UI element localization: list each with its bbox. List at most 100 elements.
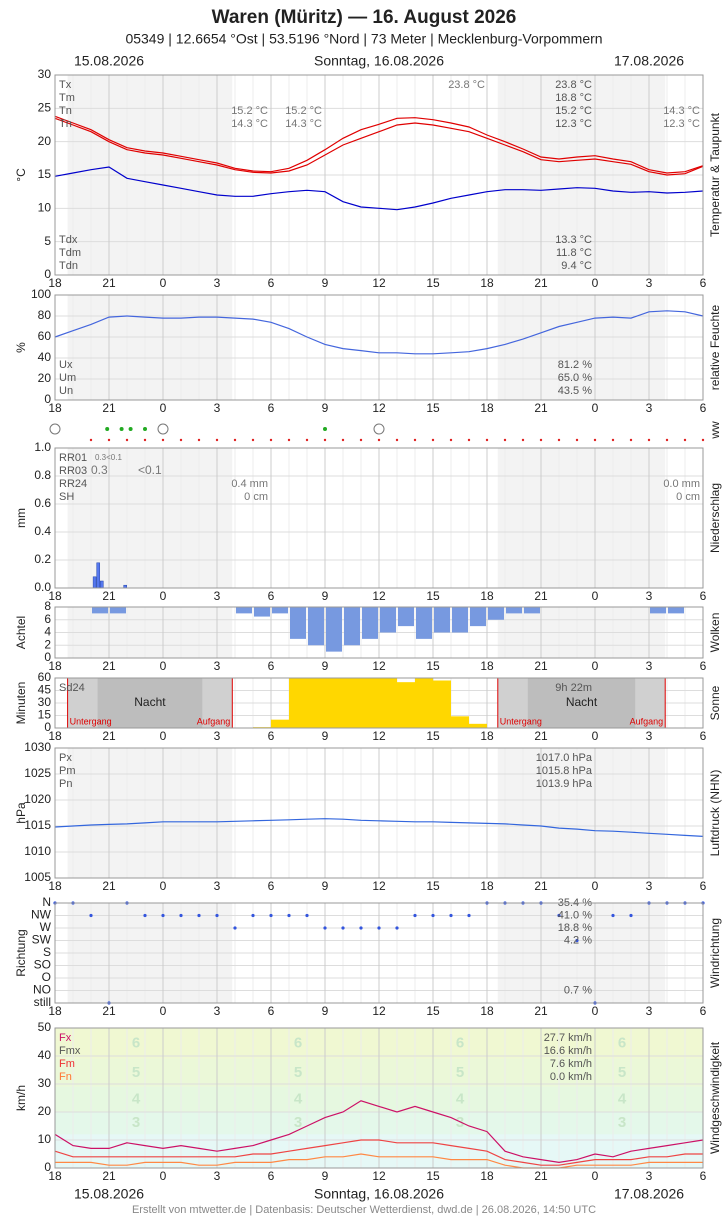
x-tick-label: 21 bbox=[102, 879, 116, 893]
cloud-bar bbox=[452, 607, 468, 633]
sun-bar bbox=[379, 678, 397, 728]
title: Waren (Müritz) — 16. August 2026 bbox=[212, 7, 517, 28]
ww-dot bbox=[611, 438, 615, 442]
stat-label: SH bbox=[59, 491, 74, 503]
ww-dot bbox=[161, 438, 165, 442]
sun-bar bbox=[307, 678, 325, 728]
y-tick-label: 40 bbox=[38, 1048, 52, 1062]
beaufort-label: 4 bbox=[618, 1090, 627, 1107]
stat-value: 23.8 °C bbox=[555, 79, 592, 91]
sun-bar bbox=[343, 678, 361, 728]
x-tick-label: 21 bbox=[102, 1169, 116, 1183]
y-tick-label: 25 bbox=[38, 101, 52, 115]
direction-point bbox=[269, 913, 273, 918]
annotation: 15.2 °C bbox=[231, 105, 268, 117]
precip-bar bbox=[92, 576, 97, 589]
stat-value: 0.7 % bbox=[564, 984, 592, 996]
x-tick-label: 21 bbox=[102, 589, 116, 603]
ww-dot bbox=[575, 438, 579, 442]
ww-dot bbox=[647, 438, 651, 442]
direction-point bbox=[611, 913, 615, 918]
beaufort-label: 6 bbox=[294, 1034, 302, 1051]
panel-border bbox=[54, 74, 704, 276]
cloud-bar bbox=[650, 607, 666, 614]
direction-point bbox=[161, 913, 165, 918]
x-tick-label: 0 bbox=[160, 1169, 167, 1183]
cloud-bar bbox=[398, 607, 414, 627]
beaufort-label: 6 bbox=[456, 1034, 464, 1051]
x-tick-label: 0 bbox=[160, 1004, 167, 1018]
direction-point bbox=[323, 926, 327, 930]
stat-label: Tn bbox=[59, 105, 72, 117]
ww-symbol bbox=[105, 427, 110, 431]
x-tick-label: 15 bbox=[426, 401, 440, 415]
ww-dot bbox=[557, 438, 561, 442]
x-tick-label: 3 bbox=[214, 401, 221, 415]
y-tick-label: 80 bbox=[38, 308, 52, 322]
beaufort-label: 3 bbox=[294, 1114, 302, 1131]
y-tick-label: 0 bbox=[44, 267, 51, 281]
y-tick-label: 0 bbox=[44, 392, 51, 406]
x-tick-label: 18 bbox=[480, 401, 494, 415]
cloud-bar bbox=[290, 607, 306, 639]
direction-point bbox=[233, 926, 237, 930]
y-tick-label: N bbox=[42, 895, 51, 909]
y-tick-label: 0 bbox=[44, 720, 51, 734]
x-tick-label: 21 bbox=[534, 659, 548, 673]
ww-symbol bbox=[157, 423, 169, 435]
x-tick-label: 6 bbox=[268, 276, 275, 290]
stat-value: 65.0 % bbox=[558, 372, 592, 384]
beaufort-label: 5 bbox=[456, 1064, 464, 1081]
series-line bbox=[55, 1153, 703, 1169]
cloud-bar bbox=[236, 607, 252, 614]
annotation: 0.3<0.1 bbox=[95, 453, 122, 462]
stat-label: Fmx bbox=[59, 1045, 81, 1057]
ww-dot bbox=[701, 438, 705, 442]
cloud-bar bbox=[272, 607, 288, 614]
x-tick-label: 18 bbox=[480, 589, 494, 603]
cloud-bar bbox=[524, 607, 540, 614]
y-tick-label: NW bbox=[31, 908, 52, 922]
stat-value: 4.2 % bbox=[564, 934, 592, 946]
x-tick-label: 15 bbox=[426, 729, 440, 743]
direction-point bbox=[395, 926, 399, 930]
ww-dot bbox=[233, 438, 237, 442]
x-tick-label: 6 bbox=[700, 401, 707, 415]
night-core bbox=[527, 678, 636, 728]
x-tick-label: 3 bbox=[214, 589, 221, 603]
night-shade bbox=[67, 448, 233, 588]
side-label: Windgeschwindigkeit bbox=[708, 1041, 722, 1154]
date-left: 15.08.2026 bbox=[74, 53, 144, 69]
ww-symbol bbox=[119, 427, 124, 431]
stat-label: Tn bbox=[59, 118, 72, 130]
y-tick-label: 15 bbox=[38, 167, 52, 181]
ww-dot bbox=[287, 438, 291, 442]
x-tick-label: 0 bbox=[160, 276, 167, 290]
ww-dot bbox=[125, 438, 129, 442]
y-tick-label: 0.6 bbox=[34, 496, 51, 510]
y-tick-label: NO bbox=[33, 983, 51, 997]
beaufort-label: 3 bbox=[618, 1114, 626, 1131]
direction-point bbox=[629, 913, 633, 918]
x-tick-label: 18 bbox=[48, 1004, 62, 1018]
sun-bar bbox=[271, 719, 289, 728]
sun-bar bbox=[397, 682, 415, 728]
annotation: 14.3 °C bbox=[663, 105, 700, 117]
x-tick-label: 18 bbox=[48, 589, 62, 603]
ww-dot bbox=[143, 438, 147, 442]
cloud-bar bbox=[308, 607, 324, 646]
x-tick-label: 21 bbox=[534, 401, 548, 415]
x-tick-label: 18 bbox=[480, 276, 494, 290]
x-tick-label: 3 bbox=[646, 589, 653, 603]
annotation: 0 cm bbox=[676, 491, 700, 503]
x-tick-label: 3 bbox=[646, 1169, 653, 1183]
y-tick-label: 40 bbox=[38, 350, 52, 364]
annotation: 14.3 °C bbox=[285, 118, 322, 130]
ww-dot bbox=[629, 438, 633, 442]
direction-point bbox=[287, 913, 291, 918]
ww-symbol bbox=[143, 427, 147, 431]
y-axis-label: km/h bbox=[14, 1085, 28, 1111]
x-tick-label: 18 bbox=[48, 729, 62, 743]
panel-border bbox=[54, 447, 704, 589]
x-tick-label: 6 bbox=[700, 879, 707, 893]
